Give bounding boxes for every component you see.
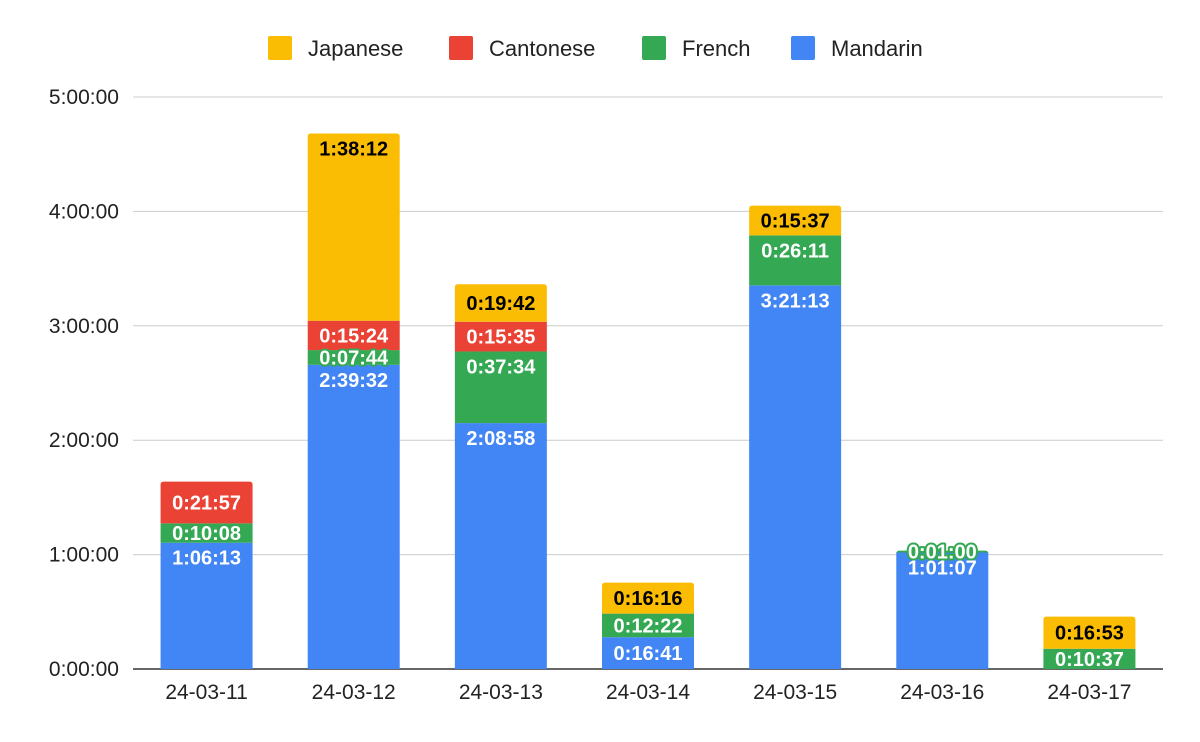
bar-segment-mandarin bbox=[749, 285, 842, 669]
x-axis-ticks: 24-03-11 24-03-12 24-03-13 24-03-14 24-03-15… bbox=[165, 681, 1131, 704]
y-axis-ticks: 0:00:00 1:00:00 2:00:00 3:00:00 4:00:00 5:00:… bbox=[49, 86, 119, 681]
bar-segment-cantonese bbox=[307, 320, 400, 351]
data-label-japanese: 0:19:42 bbox=[466, 293, 535, 315]
bar-segment-french bbox=[1043, 648, 1136, 669]
x-tick-label: 24-03-12 bbox=[312, 681, 396, 704]
bar-segment-french bbox=[454, 351, 547, 424]
bar-segment-mandarin bbox=[602, 637, 694, 669]
bar-segment-mandarin bbox=[896, 552, 989, 669]
legend-swatch bbox=[268, 36, 292, 60]
legend-label: Cantonese bbox=[489, 36, 595, 61]
bar-segment-japanese bbox=[749, 205, 842, 236]
bar-segment-cantonese bbox=[160, 481, 253, 524]
bar-stack-24-03-12: 2:39:320:07:440:15:24 1:38:12 bbox=[307, 133, 400, 669]
data-label-french: 0:10:37 bbox=[1055, 649, 1124, 671]
bar-segment-mandarin bbox=[307, 364, 400, 669]
bar-segment-japanese bbox=[307, 133, 400, 321]
legend-swatch bbox=[642, 36, 666, 60]
data-label-french: 0:26:11 bbox=[761, 240, 829, 262]
bar-stack-24-03-14: 0:16:41 0:12:22 0:16:16 bbox=[602, 582, 694, 669]
legend-item-cantonese[interactable]: Cantonese bbox=[449, 36, 595, 61]
legend-item-japanese[interactable]: Japanese bbox=[268, 36, 403, 61]
data-label-french: 0:37:34 bbox=[466, 356, 536, 378]
y-tick-label: 0:00:00 bbox=[49, 658, 119, 681]
bar-stack-24-03-16: 1:01:070:01:00 bbox=[896, 540, 989, 669]
data-label-french: 0:10:08 bbox=[172, 523, 241, 545]
data-label-mandarin: 0:16:41 bbox=[614, 643, 683, 665]
legend: Japanese Cantonese French Mandarin bbox=[268, 36, 923, 61]
data-label-mandarin: 1:06:13 bbox=[172, 548, 241, 570]
bar-segment-french bbox=[307, 350, 400, 365]
bar-segment-french bbox=[160, 523, 253, 543]
gridlines bbox=[133, 96, 1163, 670]
data-label-french: 0:07:44 bbox=[319, 347, 389, 369]
x-tick-label: 24-03-15 bbox=[753, 681, 837, 704]
y-tick-label: 2:00:00 bbox=[49, 429, 119, 452]
data-label-french: 0:01:00 bbox=[908, 542, 977, 564]
bar-segment-mandarin bbox=[454, 423, 547, 669]
x-tick-label: 24-03-14 bbox=[606, 681, 690, 704]
legend-label: Japanese bbox=[308, 36, 403, 61]
data-label-japanese: 0:15:37 bbox=[761, 211, 830, 233]
legend-item-french[interactable]: French bbox=[642, 36, 750, 61]
y-tick-label: 4:00:00 bbox=[49, 200, 119, 223]
y-tick-label: 3:00:00 bbox=[49, 315, 119, 338]
bar-stack-24-03-17: 0:10:37 0:16:53 bbox=[1043, 616, 1136, 673]
bar-segment-japanese bbox=[602, 582, 694, 614]
legend-swatch bbox=[791, 36, 815, 60]
x-tick-label: 24-03-16 bbox=[900, 681, 984, 704]
data-label-cantonese: 0:15:35 bbox=[466, 327, 535, 349]
data-label-mandarin: 3:21:13 bbox=[761, 290, 830, 312]
data-label-mandarin: 1:01:07 bbox=[908, 557, 977, 579]
bar-stack-24-03-13: 2:08:58 0:37:34 0:15:35 0:19:42 bbox=[454, 284, 547, 669]
y-tick-label: 1:00:00 bbox=[49, 544, 119, 567]
data-label-mandarin: 2:39:32 bbox=[319, 370, 388, 392]
data-label-japanese: 0:16:16 bbox=[614, 588, 683, 610]
data-label-cantonese: 0:21:57 bbox=[172, 493, 241, 515]
bar-segment-cantonese bbox=[454, 321, 547, 352]
x-tick-label: 24-03-13 bbox=[459, 681, 543, 704]
bar-segment-french bbox=[602, 613, 694, 638]
bar-segment-japanese bbox=[454, 284, 547, 322]
y-tick-label: 5:00:00 bbox=[49, 86, 119, 109]
legend-label: Mandarin bbox=[831, 36, 923, 61]
legend-item-mandarin[interactable]: Mandarin bbox=[791, 36, 923, 61]
x-tick-label: 24-03-11 bbox=[165, 681, 248, 704]
data-label-cantonese: 0:15:24 bbox=[319, 325, 389, 347]
legend-label: French bbox=[682, 36, 750, 61]
data-label-mandarin: 2:08:58 bbox=[466, 428, 535, 450]
data-label-french: 0:12:22 bbox=[614, 615, 683, 637]
bar-segment-french bbox=[896, 550, 989, 554]
bar-segment-japanese bbox=[1043, 616, 1136, 649]
bars: 1:06:130:10:080:21:572:39:320:07:440:15:… bbox=[160, 133, 1136, 673]
legend-swatch bbox=[449, 36, 473, 60]
bar-stack-24-03-15: 3:21:13 0:26:11 0:15:37 bbox=[749, 205, 842, 669]
bar-stack-24-03-11: 1:06:13 0:10:08 0:21:57 bbox=[160, 481, 253, 669]
bar-segment-mandarin bbox=[160, 542, 253, 669]
x-tick-label: 24-03-17 bbox=[1047, 681, 1131, 704]
data-label-japanese: 0:16:53 bbox=[1055, 623, 1124, 645]
bar-segment-french bbox=[749, 235, 842, 286]
data-label-japanese: 1:38:12 bbox=[319, 138, 388, 160]
